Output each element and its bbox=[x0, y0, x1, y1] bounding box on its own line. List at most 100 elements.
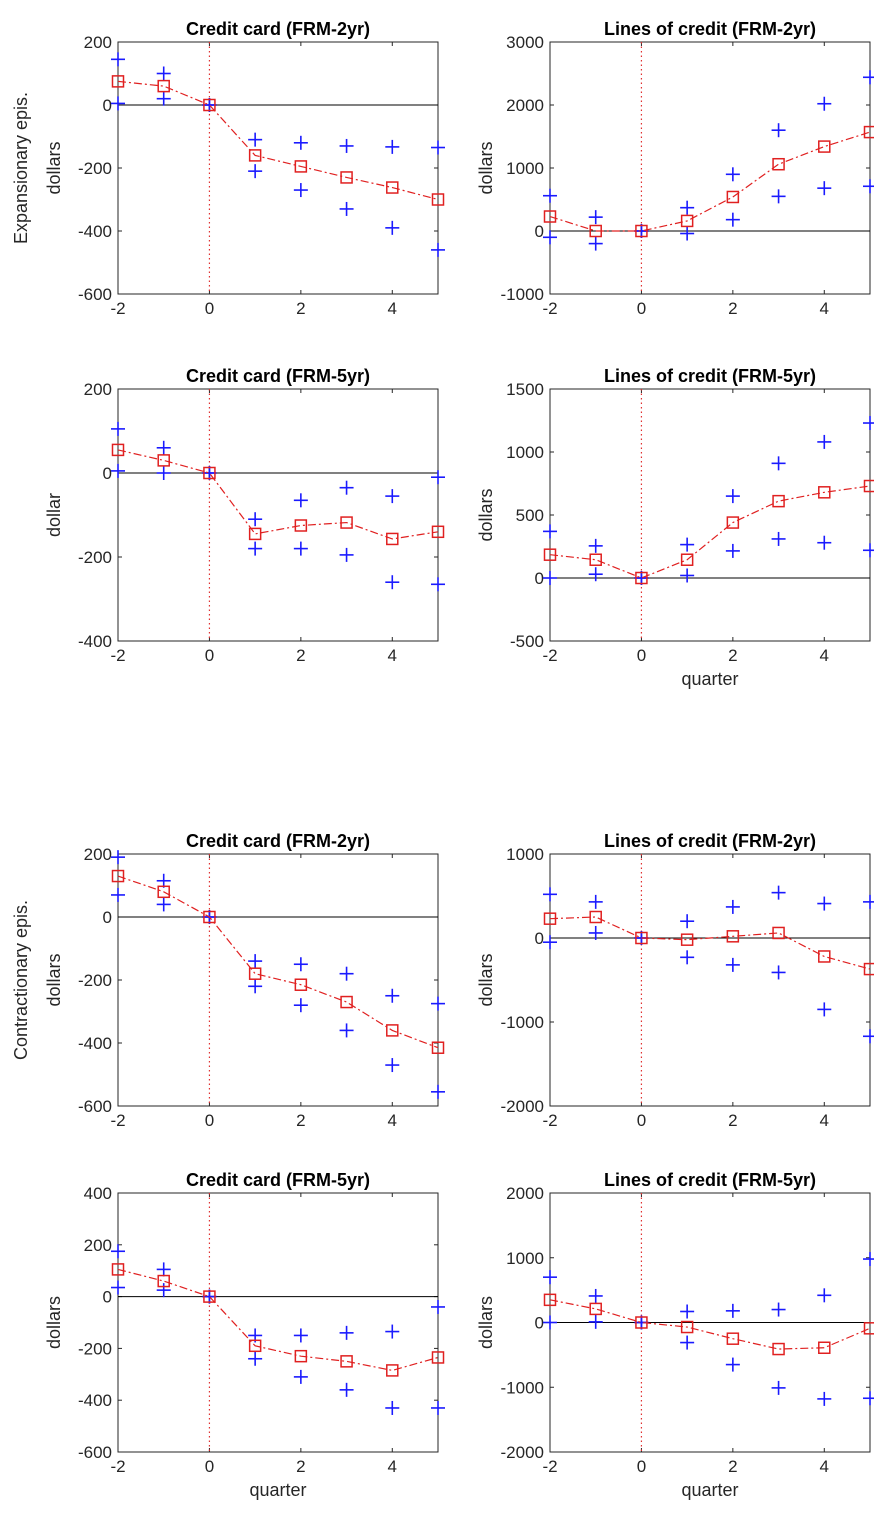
ci-upper-marker bbox=[339, 480, 354, 495]
y-tick-label: -200 bbox=[78, 159, 112, 178]
ci-upper-marker bbox=[156, 66, 171, 81]
estimate-marker bbox=[340, 516, 353, 529]
estimate-marker bbox=[431, 1041, 445, 1054]
y-tick-label: 0 bbox=[103, 1288, 112, 1307]
y-tick-label: -200 bbox=[78, 971, 112, 990]
ci-lower-marker bbox=[543, 1315, 557, 1330]
estimate-marker bbox=[543, 912, 557, 925]
ci-upper-marker bbox=[725, 167, 740, 182]
estimate-marker bbox=[248, 527, 262, 541]
y-tick-label: 400 bbox=[84, 1184, 112, 1203]
ci-lower-marker bbox=[588, 1314, 603, 1329]
y-axis-label: dollars bbox=[476, 953, 496, 1006]
x-tick-label: 4 bbox=[820, 299, 829, 318]
y-tick-label: 1500 bbox=[506, 380, 544, 399]
y-tick-label: 0 bbox=[535, 1314, 544, 1333]
ci-lower-marker bbox=[248, 1351, 263, 1366]
ci-lower-marker bbox=[339, 1023, 354, 1038]
chart-title: Lines of credit (FRM-2yr) bbox=[604, 19, 816, 39]
estimate-marker bbox=[111, 1263, 125, 1276]
x-tick-label: 0 bbox=[637, 1457, 646, 1476]
plot-area-frame bbox=[549, 41, 871, 295]
y-tick-label: 200 bbox=[84, 380, 112, 399]
estimate-marker bbox=[294, 978, 308, 991]
ci-lower-marker bbox=[588, 567, 603, 582]
estimate-marker bbox=[157, 1274, 170, 1288]
ci-upper-marker bbox=[431, 470, 445, 485]
ci-upper-marker bbox=[339, 966, 354, 981]
y-tick-label: 1000 bbox=[506, 845, 544, 864]
ci-lower-marker bbox=[725, 957, 740, 972]
y-axis-label: dollars bbox=[44, 1296, 64, 1349]
y-tick-label: -600 bbox=[78, 285, 112, 304]
y-tick-label: 200 bbox=[84, 33, 112, 52]
estimate-line bbox=[549, 131, 871, 232]
chart-panel-7: -600 -400 -200 0 200 400 -2 0 2 4 Credit card (FRM… bbox=[44, 1170, 445, 1500]
ci-upper-marker bbox=[111, 850, 125, 865]
y-tick-label: -400 bbox=[78, 1391, 112, 1410]
x-tick-label: 4 bbox=[388, 1111, 397, 1130]
ci-lower-marker bbox=[863, 1391, 874, 1406]
ci-upper-marker bbox=[248, 132, 263, 147]
ci-lower-marker bbox=[725, 1357, 740, 1372]
estimate-line bbox=[549, 485, 871, 579]
x-tick-label: 4 bbox=[820, 1457, 829, 1476]
estimate-marker bbox=[431, 525, 445, 539]
estimate-marker bbox=[726, 930, 740, 943]
estimate-marker bbox=[726, 516, 740, 529]
x-tick-label: -2 bbox=[110, 1111, 125, 1130]
x-tick-label: 2 bbox=[296, 646, 305, 665]
ci-lower-marker bbox=[543, 935, 557, 950]
ci-lower-marker bbox=[111, 96, 125, 111]
ci-lower-marker bbox=[588, 236, 603, 251]
ci-upper-marker bbox=[385, 1324, 400, 1339]
x-tick-label: -2 bbox=[542, 1457, 557, 1476]
estimate-line bbox=[117, 875, 439, 1049]
ci-lower-marker bbox=[863, 1029, 874, 1044]
x-tick-label: 0 bbox=[205, 1457, 214, 1476]
chart-panel-3: -400 -200 0 200 -2 0 2 4 Credit card (FRM-5yr) do… bbox=[44, 366, 445, 665]
ci-lower-marker bbox=[588, 925, 603, 940]
ci-lower-marker bbox=[339, 547, 354, 562]
ci-upper-marker bbox=[293, 135, 308, 150]
ci-upper-marker bbox=[293, 957, 308, 972]
ci-lower-marker bbox=[202, 98, 217, 112]
chart-title: Lines of credit (FRM-2yr) bbox=[604, 831, 816, 851]
chart-title: Credit card (FRM-2yr) bbox=[186, 19, 370, 39]
estimate-marker bbox=[386, 1364, 399, 1377]
ci-lower-marker bbox=[111, 463, 125, 478]
ci-upper-marker bbox=[725, 1303, 740, 1318]
ci-upper-marker bbox=[293, 493, 308, 508]
ci-lower-marker bbox=[431, 1400, 445, 1415]
ci-upper-marker bbox=[680, 914, 695, 929]
chart-panel-4: -500 0 500 1000 1500 -2 0 2 4 Lines of credit (FR… bbox=[476, 366, 874, 689]
x-tick-label: 4 bbox=[820, 1111, 829, 1130]
estimate-marker bbox=[726, 190, 740, 204]
y-tick-label: -400 bbox=[78, 222, 112, 241]
chart-title: Credit card (FRM-5yr) bbox=[186, 366, 370, 386]
ci-upper-marker bbox=[293, 1328, 308, 1343]
ci-upper-marker bbox=[248, 954, 263, 969]
ci-lower-marker bbox=[156, 466, 171, 480]
y-tick-label: -2000 bbox=[501, 1097, 544, 1116]
ci-upper-marker bbox=[588, 894, 603, 909]
y-tick-label: 1000 bbox=[506, 159, 544, 178]
estimate-marker bbox=[863, 479, 874, 493]
ci-lower-marker bbox=[156, 1283, 171, 1298]
ci-upper-marker bbox=[543, 188, 557, 203]
estimate-marker bbox=[863, 962, 874, 976]
ci-upper-marker bbox=[817, 434, 832, 449]
y-tick-label: 200 bbox=[84, 845, 112, 864]
estimate-line bbox=[117, 1268, 439, 1372]
y-tick-label: -1000 bbox=[501, 285, 544, 304]
ci-upper-marker bbox=[863, 70, 874, 85]
x-tick-label: -2 bbox=[110, 299, 125, 318]
ci-lower-marker bbox=[634, 571, 649, 585]
ci-upper-marker bbox=[339, 138, 354, 153]
estimate-marker bbox=[157, 454, 170, 467]
ci-upper-marker bbox=[680, 200, 695, 215]
y-axis-label: dollar bbox=[44, 493, 64, 537]
x-tick-label: 4 bbox=[388, 646, 397, 665]
chart-panel-5: -600 -400 -200 0 200 -2 0 2 4 Credit card (FRM-2y… bbox=[44, 831, 445, 1130]
y-tick-label: -600 bbox=[78, 1097, 112, 1116]
